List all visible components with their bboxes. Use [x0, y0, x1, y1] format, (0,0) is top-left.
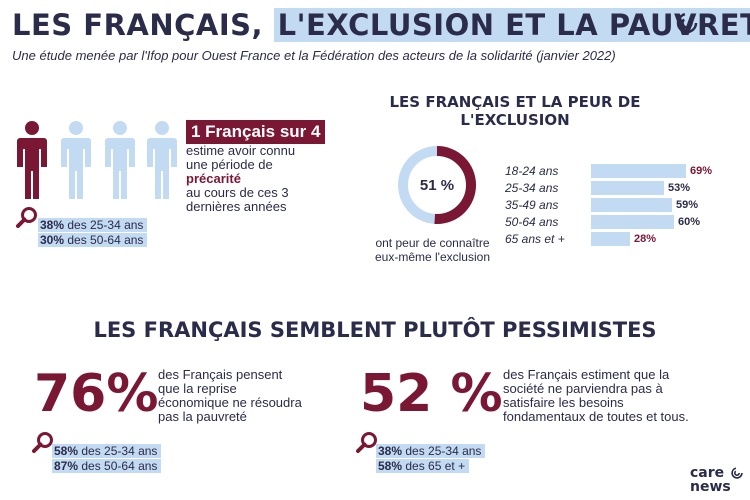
age-group-row: 65 ans et + 28%: [505, 231, 745, 248]
people-pictogram: [17, 121, 177, 199]
title-part-2: L'EXCLUSION ET LA PAUVRETÉ: [273, 8, 750, 42]
age-group-bar: [591, 181, 664, 195]
title-part-1: LES FRANÇAIS,: [12, 8, 264, 42]
stat-line: 58% des 65 et +: [376, 459, 470, 473]
headline-badge: 1 Français sur 4: [186, 120, 326, 144]
donut-caption: ont peur de connaître eux-même l'exclusi…: [345, 236, 520, 264]
age-group-bar: [591, 198, 672, 212]
caption-line: ont peur de connaître: [375, 236, 490, 250]
carenews-swirl-icon: [676, 12, 698, 34]
title-line: L'EXCLUSION: [460, 111, 570, 129]
desc-line: au cours de ces 3: [186, 185, 289, 200]
desc-emphasis: précarité: [186, 171, 241, 186]
magnifier-icon: [356, 432, 377, 453]
stat-line: 58% des 25-34 ans: [52, 444, 162, 458]
right-description: des Français estiment que la société ne …: [503, 368, 743, 424]
desc-line: des Français pensent: [158, 367, 283, 382]
person-icon: [105, 121, 135, 199]
desc-line: dernières années: [186, 199, 287, 214]
age-group-row: 50-64 ans 60%: [505, 214, 745, 231]
precarity-description: estime avoir connu une période de précar…: [186, 144, 336, 214]
age-group-bar: [591, 232, 630, 246]
desc-line: économique ne résoudra: [158, 395, 302, 410]
age-group-label: 65 ans et +: [505, 232, 565, 246]
desc-line: que la reprise: [158, 381, 237, 396]
carenews-logo: care news: [690, 466, 731, 494]
age-group-label: 18-24 ans: [505, 164, 559, 178]
age-group-label: 35-49 ans: [505, 198, 559, 212]
age-group-value: 60%: [678, 216, 701, 228]
age-group-bar: [591, 164, 686, 178]
age-group-row: 18-24 ans 69%: [505, 163, 745, 180]
logo-line: news: [690, 479, 731, 495]
person-icon: [147, 121, 177, 199]
age-group-value: 59%: [676, 199, 699, 211]
desc-line: fondamentaux de toutes et tous.: [503, 409, 689, 424]
desc-line: pas la pauvreté: [158, 409, 247, 424]
age-group-bar: [591, 215, 674, 229]
stat-line: 38% des 25-34 ans: [376, 444, 486, 458]
desc-line: satisfaire les besoins: [503, 395, 624, 410]
left-description: des Français pensent que la reprise écon…: [158, 368, 338, 424]
section-title-fear: LES FRANÇAIS ET LA PEUR DE L'EXCLUSION: [380, 93, 650, 129]
stat-line: 87% des 50-64 ans: [52, 459, 162, 473]
magnifier-icon: [32, 432, 53, 453]
stat-line: 30% des 50-64 ans: [38, 233, 148, 247]
age-group-label: 50-64 ans: [505, 215, 559, 229]
desc-line: estime avoir connu: [186, 143, 296, 158]
age-group-row: 35-49 ans 59%: [505, 197, 745, 214]
big-stat-right: 52 %: [360, 364, 503, 424]
logo-line: care: [690, 465, 725, 481]
donut-value-arc: [398, 146, 476, 224]
age-group-row: 25-34 ans 53%: [505, 180, 745, 197]
big-stat-left: 76%: [34, 364, 159, 424]
age-group-label: 25-34 ans: [505, 181, 559, 195]
age-group-value: 28%: [634, 233, 657, 245]
stat-line: 38% des 25-34 ans: [38, 218, 148, 232]
caption-line: eux-même l'exclusion: [374, 250, 490, 264]
donut-value-label: 51 %: [420, 177, 454, 194]
carenews-swirl-icon: [731, 467, 743, 479]
page-subtitle: Une étude menée par l'Ifop pour Ouest Fr…: [12, 48, 616, 63]
person-icon: [61, 121, 91, 199]
desc-line: une période de: [186, 157, 273, 172]
person-icon-highlighted: [17, 121, 47, 199]
magnifier-icon: [16, 207, 37, 228]
age-group-bars: 18-24 ans 69% 25-34 ans 53% 35-49 ans 59% 50-6…: [505, 163, 745, 248]
section-title-pessimism: LES FRANÇAIS SEMBLENT PLUTÔT PESSIMISTES: [93, 318, 657, 342]
age-group-value: 69%: [690, 165, 713, 177]
desc-line: société ne parviendra pas à: [503, 381, 663, 396]
donut-chart: 51 %: [398, 146, 476, 224]
age-group-value: 53%: [668, 182, 691, 194]
desc-line: des Français estiment que la: [503, 367, 670, 382]
title-line: LES FRANÇAIS ET LA PEUR DE: [389, 93, 641, 111]
page-title: LES FRANÇAIS, L'EXCLUSION ET LA PAUVRETÉ: [12, 8, 750, 42]
